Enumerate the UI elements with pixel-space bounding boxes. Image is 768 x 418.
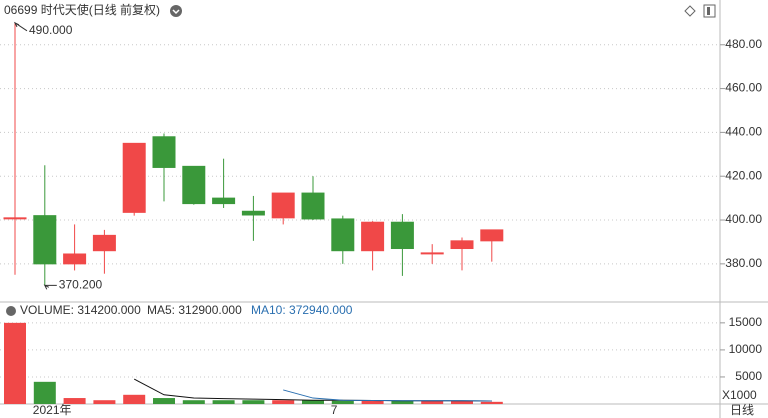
volume-bar (123, 394, 146, 404)
ma5-legend: MA5: 312900.000 (147, 303, 242, 317)
x-tick-label: 2021年 (33, 403, 72, 417)
volume-bar (63, 398, 86, 404)
candle-body (152, 136, 176, 168)
candle-body (122, 142, 146, 213)
volume-legend: VOLUME: 314200.000 (20, 303, 141, 317)
candle-body (241, 210, 265, 216)
candle-body (33, 215, 57, 265)
y-tick-label: 400.00 (725, 212, 762, 226)
candle-body (271, 192, 295, 219)
volume-bar (153, 398, 175, 404)
volume-bar (212, 400, 235, 404)
volume-bar (33, 381, 56, 404)
y-tick-label: 10000 (729, 342, 763, 356)
candle-body (390, 221, 414, 250)
volume-bar (451, 400, 473, 404)
candle-body (182, 165, 206, 205)
chart-title: 06699 时代天使(日线 前复权) (4, 2, 160, 17)
volume-bar (331, 400, 354, 404)
volume-bar (361, 400, 384, 404)
candle-body (92, 234, 116, 252)
candle-body (331, 218, 355, 252)
annotation-pointer (13, 21, 28, 32)
window-button[interactable] (703, 4, 716, 18)
volume-bar (391, 400, 414, 404)
window-button-inner (707, 7, 710, 15)
diamond-button[interactable] (684, 5, 696, 17)
volume-bar (4, 322, 26, 404)
ma-line (283, 389, 492, 402)
y-tick-label: 420.00 (725, 168, 762, 182)
candle-body (361, 221, 385, 252)
volume-bar (182, 400, 205, 404)
volume-menu[interactable] (6, 306, 16, 316)
annotation-pointer (43, 284, 57, 290)
y-tick-label: 380.00 (725, 256, 762, 270)
title-menu[interactable] (170, 5, 182, 17)
volume-bar (480, 401, 503, 404)
y-tick-label: 440.00 (725, 125, 762, 139)
candle-body (420, 252, 444, 255)
y-tick-label: 5000 (735, 369, 762, 383)
title-menu-arrow (172, 9, 180, 15)
candle-body (450, 240, 474, 250)
y-tick-label: 480.00 (725, 37, 762, 51)
period-label: 日线 (730, 403, 754, 417)
volume-bar (421, 400, 444, 404)
candle-body (301, 192, 325, 220)
candle-body (63, 253, 87, 265)
volume-bar (302, 400, 324, 404)
x-tick-label: 7 (331, 403, 338, 417)
candle-body (212, 197, 236, 205)
candle-body (480, 229, 504, 242)
ma10-legend: MA10: 372940.000 (251, 303, 353, 317)
volume-unit: X1000 (722, 388, 757, 402)
y-tick-label: 15000 (729, 315, 763, 329)
volume-bar (242, 400, 265, 404)
annotation: 490.000 (29, 23, 73, 37)
y-tick-label: 460.00 (725, 81, 762, 95)
annotation: 370.200 (59, 277, 103, 291)
volume-bar (93, 400, 116, 404)
candle-body (3, 217, 27, 220)
volume-bar (272, 400, 295, 404)
